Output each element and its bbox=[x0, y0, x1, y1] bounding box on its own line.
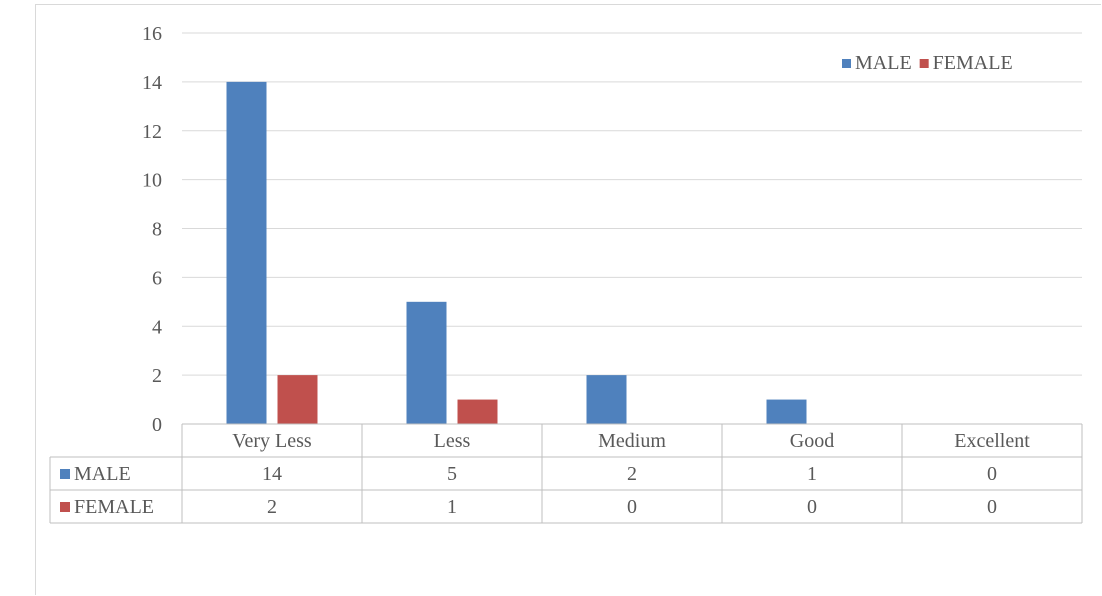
y-tick-label: 16 bbox=[142, 23, 162, 45]
data-table: Very Less Less Medium Good Excellent MALE 14 5 2… bbox=[49, 423, 1083, 524]
legend-swatch-male bbox=[842, 59, 851, 68]
table-cell-value: 0 bbox=[987, 463, 997, 485]
y-tick-label: 2 bbox=[152, 365, 162, 387]
y-axis-ticks: 0 2 4 6 8 10 12 14 16 bbox=[142, 23, 162, 436]
y-tick-label: 4 bbox=[152, 316, 162, 338]
bar-male-less bbox=[406, 301, 447, 424]
legend-label-female: FEMALE bbox=[933, 52, 1013, 74]
bar-female-very-less bbox=[277, 375, 318, 424]
bar-male-medium bbox=[586, 375, 627, 424]
table-cell-value: 0 bbox=[987, 496, 997, 518]
table-cell-value: 0 bbox=[807, 496, 817, 518]
table-cell-value: 1 bbox=[447, 496, 457, 518]
gridlines bbox=[182, 32, 1082, 376]
table-legend-swatch-female bbox=[60, 502, 70, 512]
y-tick-label: 8 bbox=[152, 219, 162, 241]
category-label: Medium bbox=[598, 430, 666, 452]
category-label: Excellent bbox=[954, 430, 1030, 452]
y-tick-label: 6 bbox=[152, 267, 162, 289]
table-row-header-female: FEMALE bbox=[74, 496, 154, 518]
bar-female-less bbox=[457, 399, 498, 424]
table-cell-value: 0 bbox=[627, 496, 637, 518]
table-row-header-male: MALE bbox=[74, 463, 131, 485]
table-cell-value: 5 bbox=[447, 463, 457, 485]
legend-label-male: MALE bbox=[855, 52, 912, 74]
bars bbox=[226, 81, 807, 424]
y-tick-label: 0 bbox=[152, 414, 162, 436]
chart-frame bbox=[35, 4, 1101, 595]
legend-swatch-female bbox=[919, 59, 929, 68]
table-cell-value: 14 bbox=[262, 463, 282, 485]
bar-male-very-less bbox=[226, 81, 267, 424]
category-label: Less bbox=[434, 430, 471, 452]
y-tick-label: 12 bbox=[142, 121, 162, 143]
category-label: Very Less bbox=[232, 430, 312, 452]
y-tick-label: 14 bbox=[142, 72, 162, 94]
y-tick-label: 10 bbox=[142, 170, 162, 192]
table-cell-value: 2 bbox=[267, 496, 277, 518]
legend: MALE FEMALE bbox=[842, 52, 1013, 74]
table-cell-value: 2 bbox=[627, 463, 637, 485]
bar-male-good bbox=[766, 399, 807, 424]
table-cell-value: 1 bbox=[807, 463, 817, 485]
category-label: Good bbox=[790, 430, 834, 452]
table-legend-swatch-male bbox=[60, 469, 70, 479]
